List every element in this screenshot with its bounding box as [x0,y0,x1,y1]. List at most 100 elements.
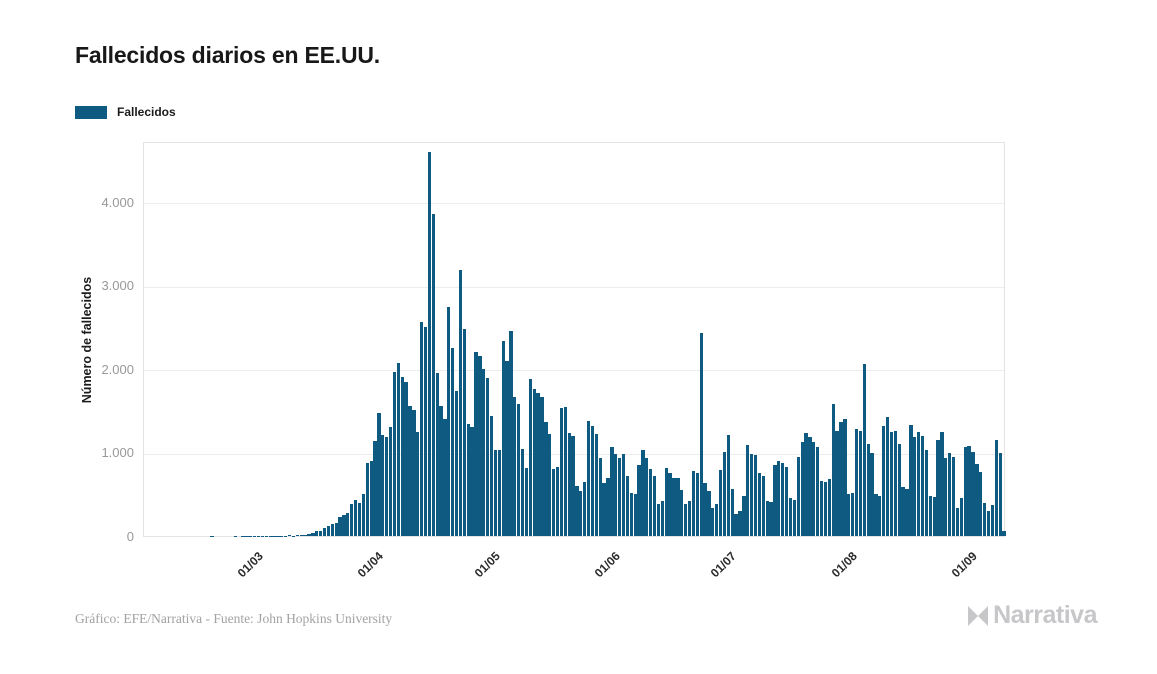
bar[interactable] [400,376,404,536]
bar[interactable] [726,434,730,536]
bar[interactable] [478,355,482,536]
bar[interactable] [350,503,354,536]
bar[interactable] [470,427,474,536]
bar[interactable] [381,434,385,536]
bar[interactable] [404,382,408,536]
bar[interactable] [835,430,839,536]
bar[interactable] [497,450,501,536]
bar[interactable] [905,489,909,536]
bar[interactable] [408,405,412,536]
bar[interactable] [287,535,292,536]
bar[interactable] [746,444,750,536]
bar[interactable] [563,406,567,536]
bar[interactable] [583,481,587,536]
bar[interactable] [909,424,913,536]
bar[interactable] [322,528,327,536]
bar[interactable] [816,447,820,536]
bar[interactable] [928,495,932,536]
bar[interactable] [986,510,991,536]
bar[interactable] [955,508,960,536]
bar[interactable] [598,457,602,536]
bar[interactable] [687,500,692,536]
bar[interactable] [641,450,645,536]
bar[interactable] [385,436,389,536]
bar[interactable] [559,408,564,536]
bar[interactable] [392,372,397,536]
bar[interactable] [750,454,754,536]
bar[interactable] [862,363,866,536]
bar[interactable] [680,490,684,536]
bar[interactable] [396,363,400,536]
bar[interactable] [447,307,451,536]
bar[interactable] [295,535,299,536]
bar[interactable] [357,502,362,536]
bar[interactable] [944,457,948,536]
bar[interactable] [505,360,509,536]
bar[interactable] [489,415,494,536]
bar[interactable] [532,389,536,536]
bar[interactable] [458,270,463,536]
bar[interactable] [540,397,544,536]
bar[interactable] [784,466,789,536]
bar[interactable] [664,467,668,536]
bar[interactable] [330,524,334,536]
bar[interactable] [940,432,944,536]
bar[interactable] [854,429,859,536]
bar[interactable] [482,368,486,536]
bar[interactable] [501,341,505,536]
bar[interactable] [998,452,1002,536]
bar[interactable] [722,451,727,536]
bar[interactable] [610,447,614,536]
bar[interactable] [773,465,777,536]
bar[interactable] [672,478,676,536]
bar[interactable] [334,523,338,536]
bar[interactable] [866,444,870,536]
bar[interactable] [932,496,936,536]
bar[interactable] [435,373,439,536]
bar[interactable] [637,465,641,536]
bar[interactable] [889,431,894,536]
bar[interactable] [870,452,874,536]
bar[interactable] [885,417,890,536]
bar[interactable] [843,419,847,536]
bar[interactable] [761,475,765,536]
bar[interactable] [734,514,738,536]
bar[interactable] [847,494,851,536]
bar[interactable] [443,419,447,536]
bar[interactable] [676,477,680,536]
bar[interactable] [695,472,699,536]
bar[interactable] [606,477,610,536]
bar[interactable] [788,498,793,536]
bar[interactable] [614,454,618,536]
bar[interactable] [781,463,785,536]
bar[interactable] [812,442,816,536]
bar[interactable] [315,531,319,536]
bar[interactable] [882,425,886,536]
bar[interactable] [684,504,688,536]
bar[interactable] [361,493,366,536]
bar[interactable] [804,433,808,536]
bar[interactable] [827,479,831,536]
bar[interactable] [524,467,529,536]
bar[interactable] [738,510,742,536]
bar[interactable] [338,517,342,536]
bar[interactable] [979,471,983,536]
bar[interactable] [509,331,513,536]
bar[interactable] [660,500,664,536]
bar[interactable] [431,213,435,536]
bar[interactable] [307,533,311,536]
bar[interactable] [742,495,746,536]
bar[interactable] [493,450,498,536]
bar[interactable] [796,456,800,536]
bar[interactable] [913,437,917,536]
bar[interactable] [365,463,369,536]
bar[interactable] [520,449,525,536]
bar[interactable] [353,500,358,536]
bar[interactable] [462,328,466,536]
bar[interactable] [326,526,331,536]
bar[interactable] [897,444,901,536]
bar[interactable] [369,460,373,536]
bar[interactable] [963,447,967,536]
bar[interactable] [419,322,424,536]
bar[interactable] [730,489,734,536]
